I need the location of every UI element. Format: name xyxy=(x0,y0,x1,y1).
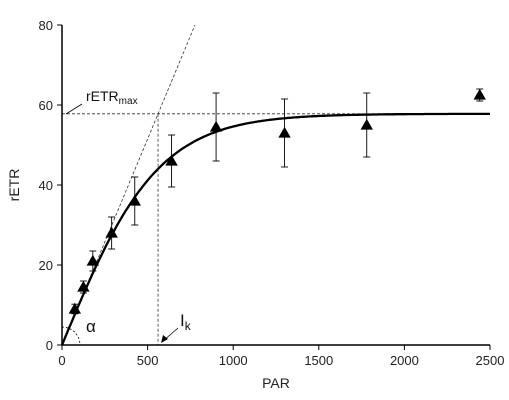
retrmax-label: rETRmax xyxy=(86,88,138,107)
y-tick-label: 80 xyxy=(39,18,53,33)
x-tick-label: 1000 xyxy=(219,353,248,368)
data-point xyxy=(77,280,90,292)
ik-label-base: I xyxy=(180,311,185,330)
ik-label: Ik xyxy=(180,311,192,333)
y-ticks: 0 20 40 60 80 xyxy=(39,18,62,353)
annotations: rETRmax Ik α xyxy=(61,88,192,346)
data-point xyxy=(209,120,223,132)
axes xyxy=(61,25,490,346)
fit-curve xyxy=(60,112,490,346)
reference-lines xyxy=(61,24,490,346)
y-tick-label: 60 xyxy=(39,98,53,113)
data-point xyxy=(473,88,486,100)
data-point xyxy=(68,302,82,314)
alpha-arc xyxy=(61,326,81,346)
data-point xyxy=(278,126,291,138)
ik-pointer-arrowhead xyxy=(161,335,168,343)
data-points xyxy=(68,88,486,315)
y-tick-label: 20 xyxy=(39,258,53,273)
x-tick-label: 500 xyxy=(137,353,159,368)
alpha-label: α xyxy=(86,317,96,336)
y-tick-label: 40 xyxy=(39,178,53,193)
fit-curve-group xyxy=(60,112,490,346)
data-point xyxy=(86,254,100,266)
x-tick-label: 1500 xyxy=(304,353,333,368)
data-point xyxy=(360,118,373,130)
retrmax-pointer xyxy=(65,103,83,115)
y-tick-label: 0 xyxy=(46,338,53,353)
y-axis-label: rETR xyxy=(6,169,22,202)
data-point xyxy=(128,194,141,206)
x-axis-label: PAR xyxy=(262,375,290,391)
data-point xyxy=(105,226,118,238)
x-tick-label: 2000 xyxy=(390,353,419,368)
x-tick-label: 2500 xyxy=(476,353,505,368)
data-point xyxy=(165,154,178,166)
x-tick-label: 0 xyxy=(58,353,65,368)
x-ticks: 0 500 1000 1500 2000 2500 xyxy=(58,345,504,368)
ik-label-sub: k xyxy=(185,319,192,333)
retrmax-label-sub: max xyxy=(119,96,138,107)
retrmax-label-base: rETR xyxy=(86,88,119,104)
